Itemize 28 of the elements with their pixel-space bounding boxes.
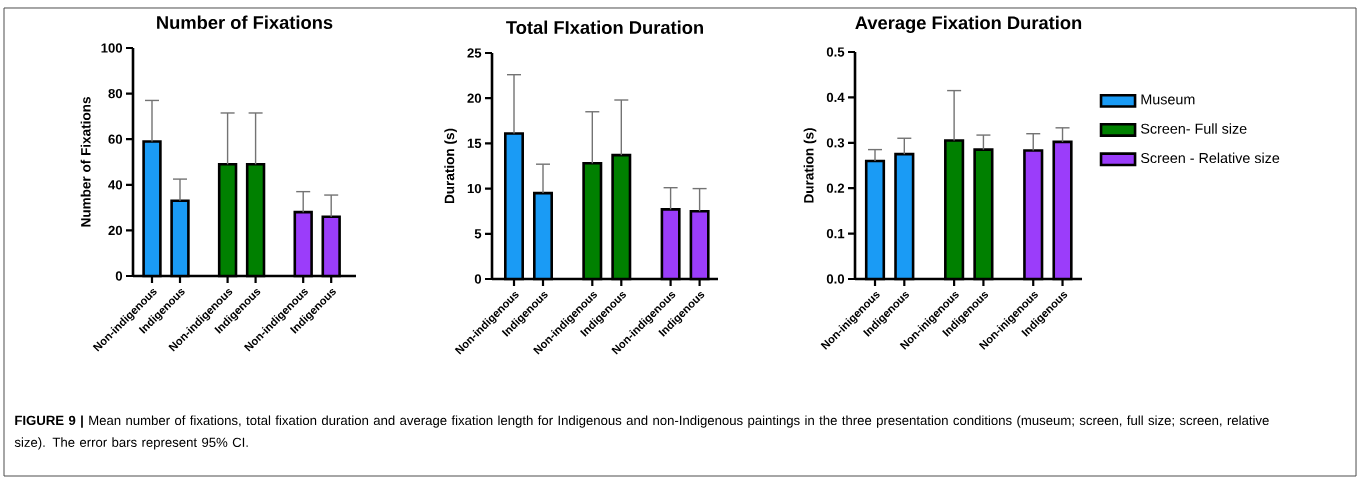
y-tick-label: 5 (474, 229, 482, 239)
y-tick-label: 0.2 (826, 183, 845, 193)
text: FIGURE 9 | Mean number of fixations, total fixation duration and average fixation length for Indigenous and non-Indigenous paintings in the three presentation conditions (museum; screen, full size; screen, relative size). The error bars represent 95% CI. (14, 415, 1269, 450)
legend-label: Museum (1141, 94, 1195, 105)
y-tick-label: 0.4 (826, 92, 845, 103)
y-tick-label: 15 (467, 138, 482, 148)
y-tick-label: 25 (467, 48, 482, 58)
chart-title: Total FIxation Duration (506, 20, 703, 35)
y-tick-label: 80 (108, 88, 123, 99)
y-tick-label: 0 (115, 271, 123, 281)
y-tick-label: 0.3 (826, 138, 845, 148)
legend-label: Screen- Full size (1141, 123, 1247, 134)
y-tick-label: 60 (108, 134, 123, 144)
y-tick-label: 10 (467, 183, 482, 194)
y-tick-label: 0.1 (826, 228, 845, 239)
y-tick-label: 40 (108, 180, 123, 190)
y-tick-label: 20 (467, 93, 482, 103)
chart-title: Average Fixation Duration (855, 15, 1082, 33)
legend-label: Screen - Relative size (1141, 152, 1280, 164)
y-tick-label: 0.5 (826, 47, 845, 57)
y-tick-label: 100 (101, 43, 123, 53)
y-axis-title: Number of Fixations (80, 97, 91, 227)
chart-title: Number of Fixations (157, 15, 333, 30)
y-tick-label: 20 (108, 225, 123, 236)
y-axis-title: Duration (s) (803, 128, 817, 203)
y-tick-label: 0.0 (826, 274, 845, 284)
y-axis-title: Duration (s) (444, 128, 457, 204)
y-tick-label: 0 (474, 274, 482, 284)
